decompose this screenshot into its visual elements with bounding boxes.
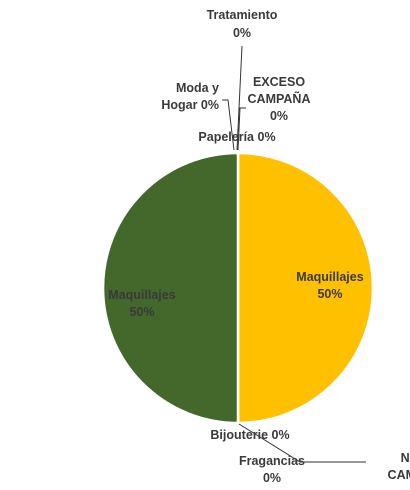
slice-label: Moda y Hogar 0% xyxy=(161,81,219,112)
slice-label: Maquillajes 50% xyxy=(108,288,175,319)
slice-label: Bijouterie 0% xyxy=(210,428,289,442)
leader-lines xyxy=(222,45,366,463)
slice-label: Papelería 0% xyxy=(198,130,275,144)
pie-slice xyxy=(101,151,240,425)
pie-slice xyxy=(236,151,375,425)
slice-label: EXCESO CAMPAÑA 0% xyxy=(248,75,311,123)
leader-line xyxy=(237,107,246,151)
slice-label: NOCAMPA xyxy=(388,451,410,482)
slice-label: Maquillajes 50% xyxy=(296,270,363,301)
leader-line xyxy=(238,423,366,463)
leader-line xyxy=(222,99,235,151)
slice-label: Fragancias 0% xyxy=(239,454,305,485)
pie-slices xyxy=(101,151,375,425)
slice-label: Tratamiento 0% xyxy=(207,8,278,40)
leader-line xyxy=(236,45,243,151)
